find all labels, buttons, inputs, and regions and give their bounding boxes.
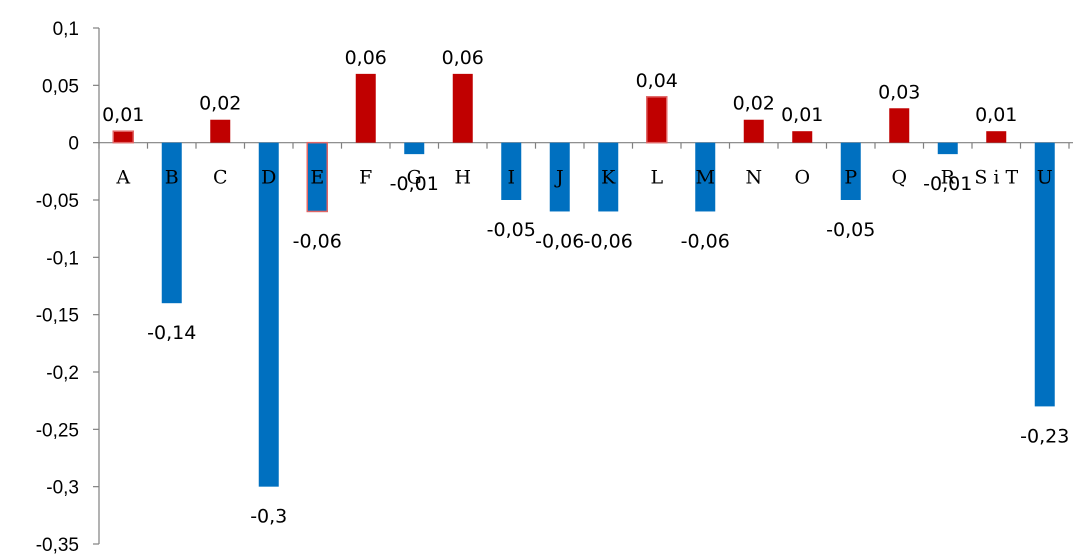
y-tick-label: -0,25: [36, 420, 79, 441]
bar-j: [549, 142, 570, 212]
data-label: -0,01: [923, 173, 972, 195]
x-tick-label: G: [407, 167, 422, 189]
data-label: 0,06: [345, 47, 387, 69]
bar-p: [840, 142, 861, 200]
bars: [112, 73, 1055, 487]
y-tick-label: -0,2: [46, 363, 79, 384]
data-label: -0,06: [681, 230, 730, 252]
data-label: 0,02: [199, 93, 241, 115]
bar-u: [1034, 142, 1055, 407]
y-tick-label: 0,1: [53, 19, 79, 40]
x-tick-label: K: [601, 167, 616, 189]
data-label: 0,02: [733, 93, 775, 115]
bar-f: [355, 73, 376, 143]
y-tick-label: -0,35: [36, 535, 79, 554]
x-tick-label: E: [310, 167, 324, 189]
x-tick-label: L: [650, 167, 663, 189]
data-label: 0,01: [781, 104, 823, 126]
bar-r: [937, 142, 958, 155]
y-tick-label: -0,05: [36, 191, 79, 212]
data-label: -0,23: [1020, 425, 1069, 447]
x-tick-label: R: [941, 167, 956, 189]
bar-c: [210, 119, 231, 143]
x-tick-label: D: [261, 167, 276, 189]
data-label: 0,03: [878, 81, 920, 103]
bar-a: [112, 130, 134, 144]
bar-o: [792, 131, 813, 143]
y-tick-label: -0,15: [36, 306, 79, 327]
x-tick-label: M: [696, 167, 715, 189]
y-tick-labels: 0,1 0,05 0 -0,05 -0,1 -0,15 -0,2 -0,25 -0,3 -0,35: [36, 19, 79, 554]
y-tick-label: 0: [68, 134, 79, 155]
x-tick-label: B: [165, 167, 179, 189]
x-tick-label: I: [507, 167, 515, 189]
x-tick-label: C: [213, 167, 228, 189]
y-tick-label: -0,3: [46, 478, 79, 499]
data-label: -0,06: [584, 230, 633, 252]
data-label: -0,05: [487, 219, 536, 241]
data-label: -0,05: [826, 219, 875, 241]
bar-n: [743, 119, 764, 143]
bar-s-i-t: [986, 131, 1007, 143]
bar-b: [161, 142, 182, 304]
x-tick-label: U: [1037, 167, 1053, 189]
data-label: 0,01: [975, 104, 1017, 126]
y-tick-label: -0,1: [46, 248, 79, 269]
x-tick-label: P: [844, 167, 857, 189]
x-tick-label: J: [554, 167, 564, 189]
data-label: 0,06: [442, 47, 484, 69]
bar-i: [501, 142, 522, 200]
bar-q: [889, 108, 910, 143]
data-label: 0,01: [102, 104, 144, 126]
data-label: -0,01: [390, 173, 439, 195]
bar-e: [306, 141, 328, 213]
data-label: -0,3: [250, 506, 287, 528]
bar-g: [404, 142, 425, 155]
x-tick-label: A: [115, 167, 130, 189]
data-label: -0,06: [293, 230, 342, 252]
bar-d: [258, 142, 279, 487]
data-label: -0,06: [535, 230, 584, 252]
bar-h: [452, 73, 473, 143]
x-tick-label: N: [745, 167, 762, 189]
data-labels: 0,01 -0,14 0,02 -0,3 -0,06 0,06 -0,01 0,06 -0,05…: [102, 47, 1069, 528]
x-tick-label: H: [454, 167, 471, 189]
x-tick-label: S i T: [974, 167, 1018, 189]
x-tick-label: F: [359, 167, 372, 189]
data-label: -0,14: [147, 322, 196, 344]
x-tick-label: O: [794, 167, 810, 189]
bar-k: [598, 142, 619, 212]
data-label: 0,04: [636, 70, 678, 92]
bar-m: [695, 142, 716, 212]
bar-l: [646, 96, 668, 144]
y-tick-label: 0,05: [42, 76, 79, 97]
x-tick-label: Q: [891, 167, 907, 189]
